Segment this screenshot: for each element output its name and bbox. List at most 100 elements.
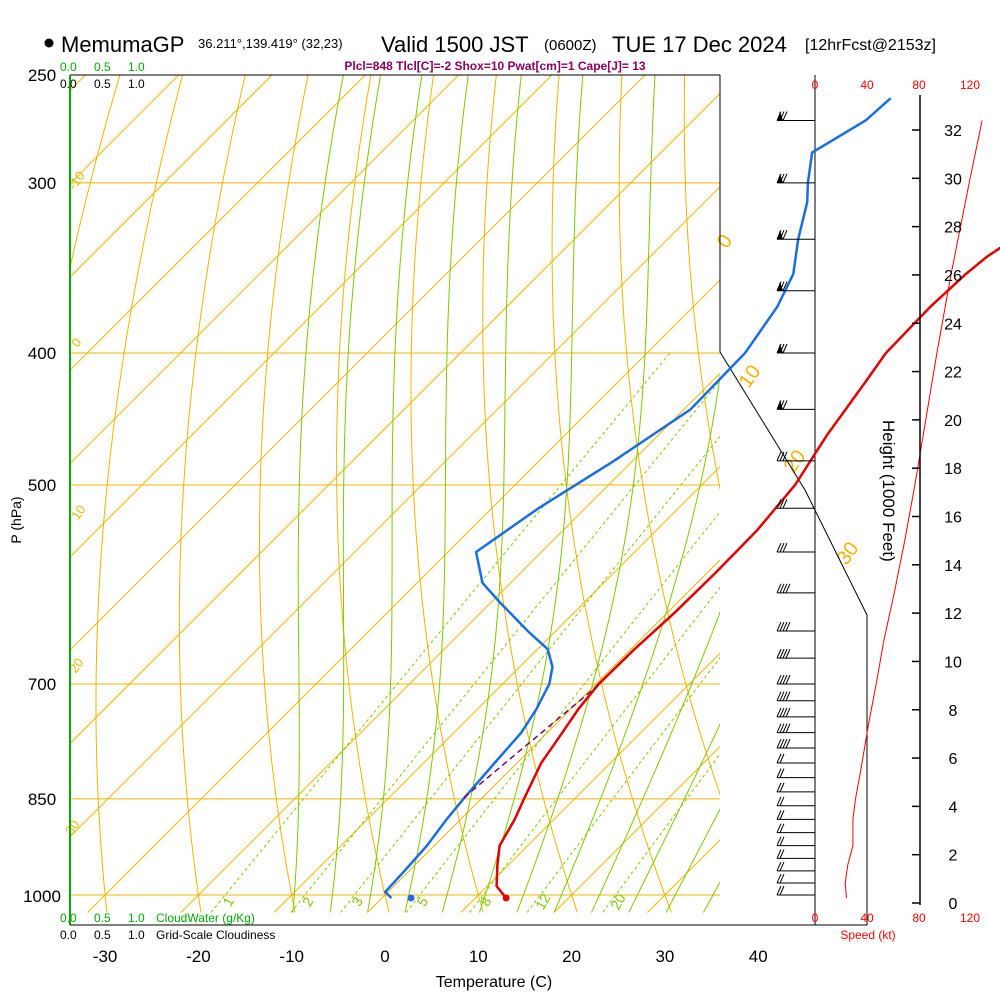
- cloud-axis-top: 0.0 0.5 1.0 0.0 0.5 1.0: [60, 60, 145, 91]
- location: 36.211°,139.419° (32,23): [198, 36, 343, 51]
- mixing-ratio-line: [526, 657, 720, 913]
- dry-adiabat-label: 10: [68, 502, 89, 522]
- mixing-ratio-line: [405, 511, 720, 913]
- height-tick-label: 16: [944, 510, 962, 527]
- cloudiness-tick: 0.5: [94, 77, 111, 91]
- cloudiness-tick: 0.0: [60, 77, 77, 91]
- temperature-tick-label: 40: [749, 947, 768, 966]
- moist-adiabat-line: [292, 75, 344, 913]
- cloudiness-tick: 1.0: [128, 77, 145, 91]
- moist-adiabat-line: [441, 75, 522, 913]
- wind-barb: [776, 810, 815, 820]
- wind-barb: [776, 542, 815, 553]
- isotherm-line: [273, 465, 720, 913]
- wind-barb: [776, 768, 815, 779]
- dewpoint-surface-point: [407, 894, 415, 902]
- speed-tick: 120: [960, 911, 980, 925]
- valid-date: TUE 17 Dec 2024: [612, 32, 787, 57]
- speed-axis-label: Speed (kt): [840, 928, 895, 942]
- speed-tick: 40: [860, 911, 874, 925]
- header: MemumaGP 36.211°,139.419° (32,23) Valid …: [44, 32, 936, 73]
- speed-tick: 80: [912, 78, 926, 92]
- model-name: MemumaGP: [61, 32, 184, 57]
- y-axis-label: P (hPa): [8, 496, 24, 543]
- height-tick-label: 2: [949, 848, 958, 865]
- height-tick-label: 26: [944, 268, 962, 285]
- zulu-time: (0600Z): [544, 37, 597, 54]
- temperature-tick-label: 0: [380, 947, 389, 966]
- wind-barb: [776, 691, 815, 702]
- dry-adiabat-line: [178, 75, 246, 913]
- dewpoint-line: [383, 97, 892, 899]
- height-tick-label: 14: [944, 558, 962, 575]
- moist-adiabat-line: [329, 75, 382, 913]
- wind-barb: [776, 648, 815, 659]
- temperature-tick-label: -10: [279, 947, 304, 966]
- temperature-tick-label: -30: [93, 947, 118, 966]
- pressure-tick-label: 850: [28, 790, 56, 809]
- height-tick-label: 12: [944, 606, 962, 623]
- moist-adiabat-line: [628, 723, 720, 913]
- temperature-line: [495, 246, 1000, 899]
- height-tick-label: 22: [944, 365, 962, 382]
- mixing-ratio-line: [290, 379, 720, 913]
- cloud-axis-bottom: 0.0 0.5 1.0 CloudWater (g/Kg) 0.0 0.5 1.…: [60, 911, 275, 942]
- cloudwater-tick: 0.0: [60, 911, 77, 925]
- speed-axis-top: 0 40 80 120: [812, 78, 981, 92]
- isotherm-line: [87, 279, 720, 913]
- dry-adiabat-line: [95, 75, 184, 913]
- temperature-tick-label: 10: [469, 947, 488, 966]
- stability-indices: Plcl=848 Tlcl[C]=-2 Shox=10 Pwat[cm]=1 C…: [344, 59, 645, 73]
- height-tick-label: 20: [944, 413, 962, 430]
- valid-time: Valid 1500 JST: [381, 32, 529, 57]
- height-tick-label: 8: [949, 703, 958, 720]
- pressure-tick-label: 300: [28, 174, 56, 193]
- cloudiness-label: Grid-Scale Cloudiness: [156, 928, 275, 942]
- wind-barb: [776, 885, 815, 896]
- dry-adiabat-line: [259, 75, 309, 913]
- wind-barb: [776, 796, 815, 807]
- wind-barb: [776, 451, 815, 462]
- cloudwater-tick: 1.0: [128, 60, 145, 74]
- mixing-ratio-label: 20: [607, 891, 629, 913]
- height-tick-label: 32: [944, 123, 962, 140]
- isotherm-line: [70, 75, 460, 465]
- speed-tick: 80: [912, 911, 926, 925]
- wind-speed-profile: [844, 120, 983, 899]
- x-axis-label: Temperature (C): [436, 974, 552, 991]
- isotherm-line: [460, 652, 720, 913]
- moist-adiabat-line: [367, 75, 423, 913]
- height-tick-label: 6: [949, 751, 958, 768]
- isotherm-line: [367, 559, 720, 913]
- wind-speed-line: [844, 120, 983, 899]
- moist-adiabat-line: [590, 611, 720, 913]
- wind-barb: [776, 823, 815, 834]
- speed-axis-bottom: 0 40 80 120 Speed (kt): [812, 911, 981, 942]
- wind-barb: [776, 230, 815, 240]
- cloudiness-tick: 0.5: [94, 928, 111, 942]
- wind-barb: [776, 400, 815, 410]
- moist-adiabat-line: [665, 808, 720, 913]
- isotherm-line: [553, 745, 720, 913]
- cloudwater-label: CloudWater (g/Kg): [156, 911, 255, 925]
- temperature-surface-point: [502, 894, 510, 902]
- isotherm-line: [70, 186, 720, 838]
- speed-tick: 0: [812, 78, 819, 92]
- speed-tick: 40: [860, 78, 874, 92]
- pressure-tick-label: 1000: [23, 887, 61, 906]
- wind-barb: [776, 723, 815, 734]
- dry-adiabat-line: [482, 75, 578, 913]
- wind-barb: [776, 738, 815, 749]
- pressure-tick-label: 400: [28, 344, 56, 363]
- isotherm-line: [70, 75, 273, 278]
- forecast-info: [12hrFcst@2153z]: [805, 37, 936, 54]
- mixing-ratio-line: [602, 753, 720, 913]
- dry-adiabat-line: [551, 75, 672, 913]
- moist-adiabat-line: [516, 75, 656, 913]
- sounding-profiles: [383, 97, 1000, 902]
- height-tick-label: 0: [949, 896, 958, 913]
- wind-barb: [776, 621, 815, 632]
- height-tick-label: 18: [944, 461, 962, 478]
- height-tick-label: 28: [944, 220, 962, 237]
- mixing-ratio-label: 12: [532, 891, 554, 913]
